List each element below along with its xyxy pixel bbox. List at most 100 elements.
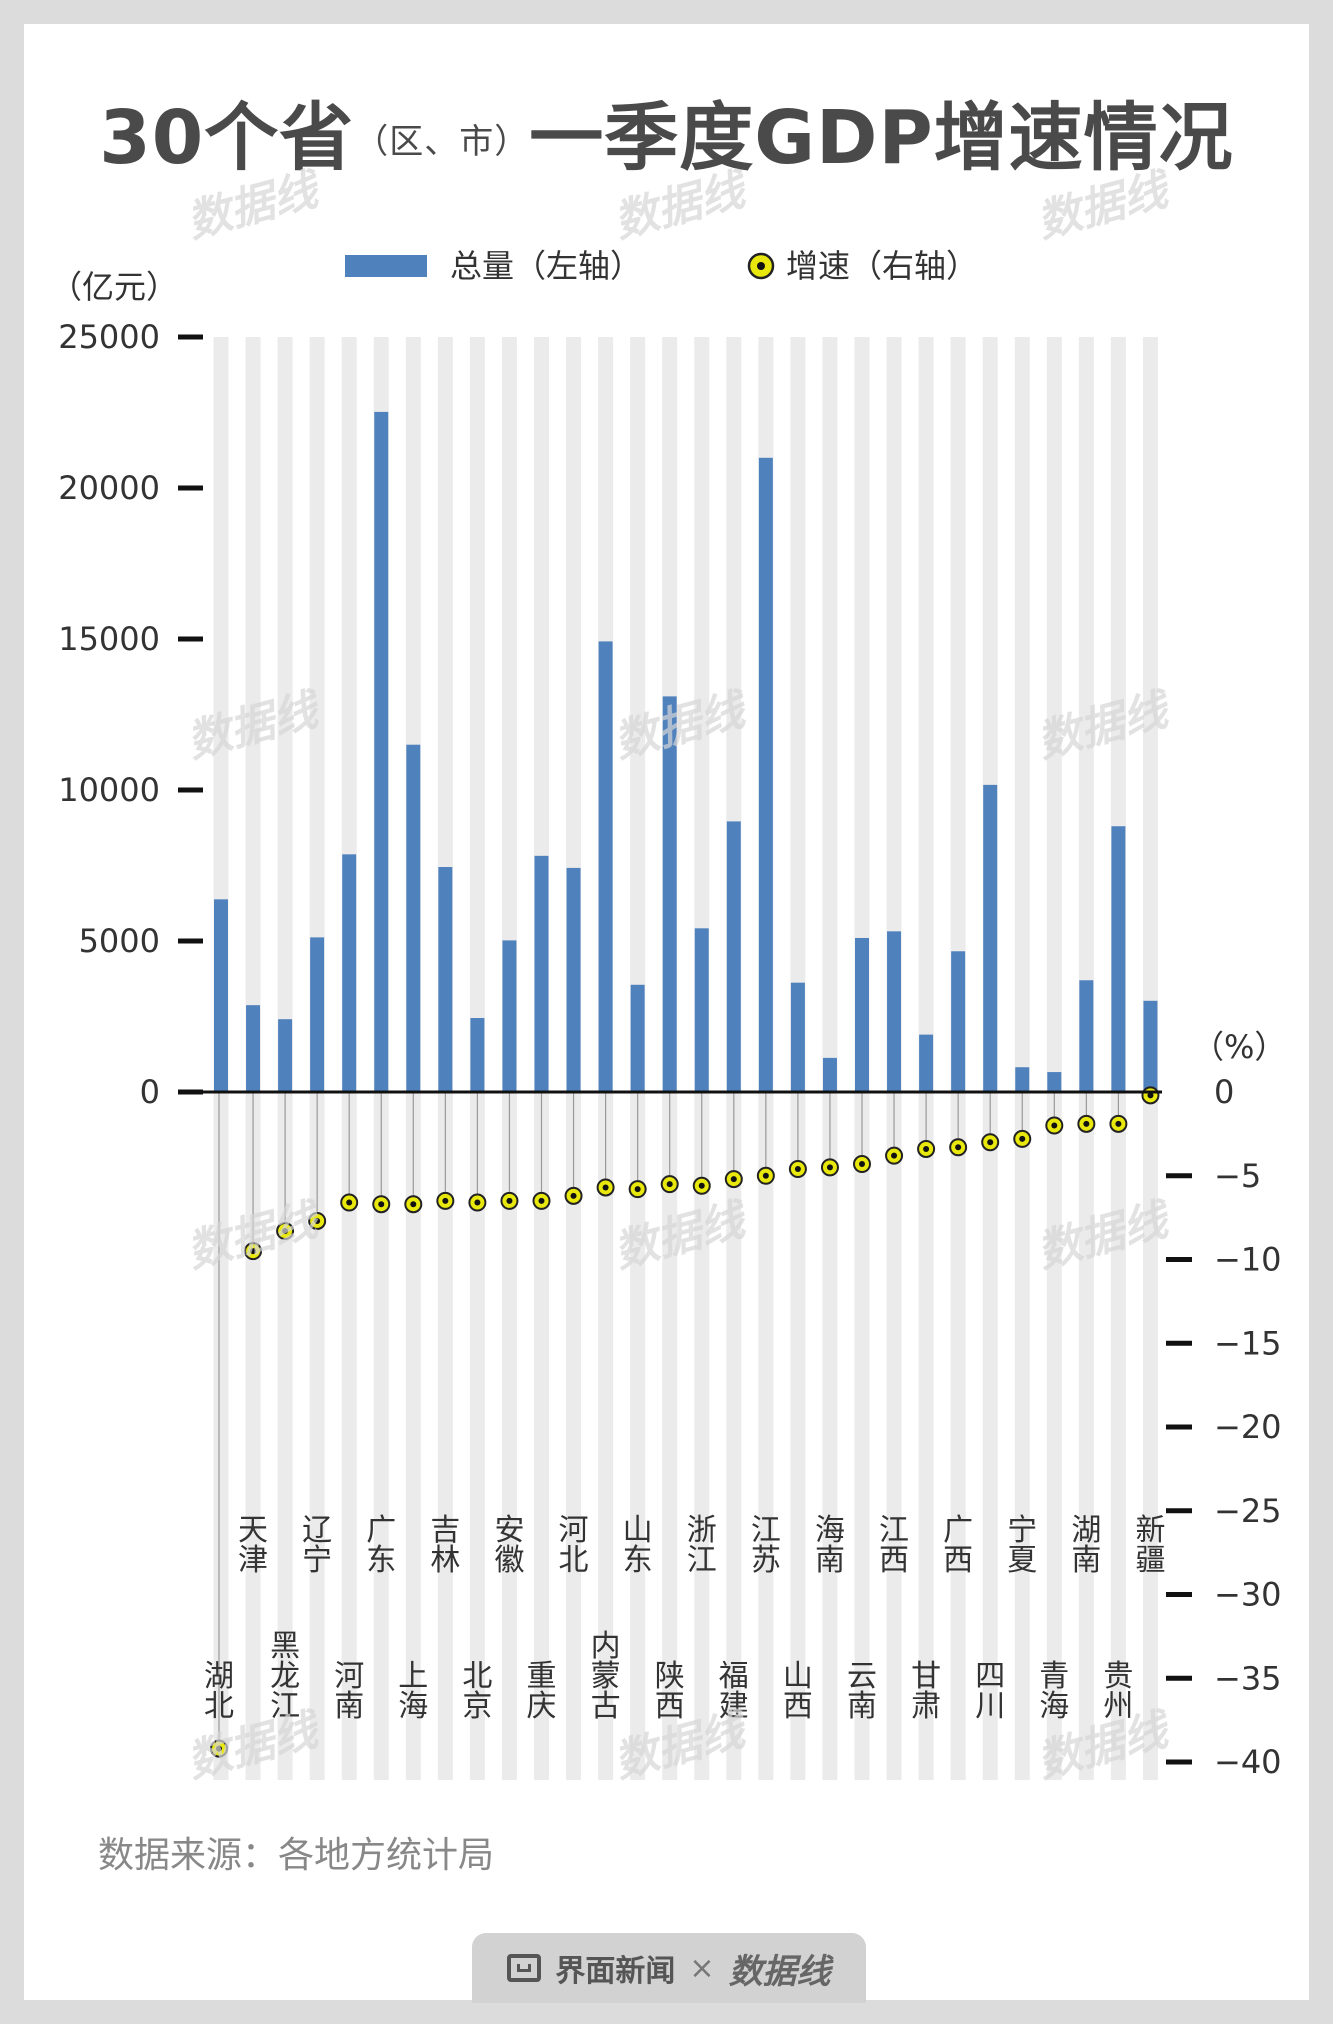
bar-河南 xyxy=(342,854,357,1092)
bar-新疆 xyxy=(1143,1000,1158,1092)
dot-center xyxy=(923,1145,930,1152)
bar-广西 xyxy=(951,951,966,1092)
category-label-山西: 山西 xyxy=(783,1659,813,1724)
right-axis-tick xyxy=(1166,1257,1192,1262)
right-axis-tick-label: −10 xyxy=(1214,1241,1282,1279)
category-label-四川: 四川 xyxy=(975,1659,1005,1724)
bar-广东 xyxy=(374,411,389,1092)
dot-center xyxy=(826,1164,833,1171)
bar-河北 xyxy=(566,867,581,1092)
category-label-浙江: 浙江 xyxy=(687,1513,717,1578)
category-label-宁夏: 宁夏 xyxy=(1007,1513,1037,1578)
dot-center xyxy=(538,1197,545,1204)
bar-湖南 xyxy=(1079,980,1094,1092)
category-label-江西: 江西 xyxy=(879,1513,909,1578)
bar-黑龙江 xyxy=(278,1019,293,1092)
bar-江西 xyxy=(887,931,902,1092)
dot-center xyxy=(216,1745,222,1752)
right-axis-tick xyxy=(1166,1592,1192,1597)
bar-吉林 xyxy=(438,867,453,1092)
legend: 总量（左轴） 增速（右轴） xyxy=(345,247,978,285)
title-paren: （区、市） xyxy=(354,122,530,162)
drop-lines xyxy=(218,1092,1152,1749)
bar-series xyxy=(214,411,1158,1092)
bar-安徽 xyxy=(502,940,517,1092)
category-label-广东: 广东 xyxy=(366,1513,396,1578)
bar-重庆 xyxy=(534,855,549,1092)
right-axis-tick xyxy=(1166,1424,1192,1430)
right-axis-tick-label: −40 xyxy=(1214,1743,1282,1781)
left-axis-tick-label: 25000 xyxy=(58,318,160,356)
dot-center xyxy=(442,1197,449,1204)
category-label-黑龙江: 黑龙江 xyxy=(270,1629,300,1724)
bar-浙江 xyxy=(694,928,709,1092)
right-axis-tick xyxy=(1166,1508,1192,1514)
bar-海南 xyxy=(822,1057,837,1092)
title-prefix: 30个省 xyxy=(99,95,355,181)
dot-center xyxy=(1019,1135,1026,1142)
page-title: 30个省（区、市）一季度GDP增速情况 xyxy=(0,78,1333,185)
right-axis-tick xyxy=(1166,1340,1192,1346)
bar-山西 xyxy=(790,982,805,1092)
right-axis-tick-label: −30 xyxy=(1214,1576,1282,1614)
right-axis-tick-label: 0 xyxy=(1214,1073,1234,1111)
category-label-上海: 上海 xyxy=(398,1659,428,1724)
bar-江苏 xyxy=(758,457,773,1092)
category-label-湖北: 湖北 xyxy=(204,1659,234,1724)
left-axis-tick xyxy=(178,334,203,340)
category-label-安徽: 安徽 xyxy=(494,1513,524,1578)
dot-center xyxy=(378,1201,385,1208)
column-stripe xyxy=(1014,337,1030,1780)
right-axis-tick xyxy=(1166,1759,1192,1765)
category-label-湖南: 湖南 xyxy=(1071,1513,1101,1578)
dot-center xyxy=(282,1228,289,1235)
dot-center xyxy=(955,1144,962,1151)
left-axis-tick xyxy=(178,636,203,642)
category-label-福建: 福建 xyxy=(719,1659,749,1724)
dot-center xyxy=(250,1248,257,1255)
bar-福建 xyxy=(726,821,741,1092)
category-label-海南: 海南 xyxy=(815,1513,845,1578)
category-label-辽宁: 辽宁 xyxy=(302,1513,332,1578)
dot-center xyxy=(698,1182,705,1189)
dot-center xyxy=(859,1161,865,1168)
right-axis-tick-label: −5 xyxy=(1214,1157,1261,1195)
dot-center xyxy=(666,1181,673,1188)
bar-内蒙古 xyxy=(598,641,613,1092)
dot-center xyxy=(634,1186,641,1193)
bar-上海 xyxy=(406,744,421,1092)
category-label-贵州: 贵州 xyxy=(1103,1659,1133,1724)
category-label-江苏: 江苏 xyxy=(751,1513,781,1578)
legend-bar-label: 总量（左轴） xyxy=(450,247,642,285)
bar-湖北 xyxy=(214,899,228,1092)
category-label-吉林: 吉林 xyxy=(430,1513,460,1578)
left-axis-tick-label: 15000 xyxy=(58,620,160,658)
bar-云南 xyxy=(855,937,869,1092)
category-label-河南: 河南 xyxy=(334,1659,364,1724)
legend-dot-center xyxy=(757,262,765,270)
bar-青海 xyxy=(1047,1072,1062,1092)
dot-center xyxy=(1147,1092,1154,1099)
dot-center xyxy=(1083,1120,1090,1127)
left-axis-tick xyxy=(178,485,203,491)
legend-dot-label: 增速（右轴） xyxy=(786,247,978,285)
dot-series xyxy=(210,1086,1160,1758)
right-axis: 0 −5 −10 −15 −20 −25 −30 −35 −40 xyxy=(1166,1073,1282,1781)
category-label-北京: 北京 xyxy=(462,1659,492,1724)
column-stripe xyxy=(1046,337,1062,1780)
category-label-新疆: 新疆 xyxy=(1135,1513,1165,1578)
category-label-河北: 河北 xyxy=(559,1513,589,1578)
dot-center xyxy=(314,1217,321,1224)
bar-宁夏 xyxy=(1015,1067,1030,1092)
dot-center xyxy=(1115,1120,1122,1127)
right-axis-tick-label: −15 xyxy=(1214,1324,1282,1362)
dot-center xyxy=(1051,1122,1058,1129)
bar-辽宁 xyxy=(310,937,325,1092)
left-axis-tick-label: 20000 xyxy=(58,469,160,507)
left-axis-tick xyxy=(178,938,203,944)
left-axis: 25000 20000 15000 10000 5000 0 xyxy=(58,318,203,1111)
dot-center xyxy=(891,1152,898,1159)
gdp-chart: 25000 20000 15000 10000 5000 0 0 −5 −10 −15 −20 −2… xyxy=(50,247,1286,1781)
dot-center xyxy=(602,1184,609,1191)
